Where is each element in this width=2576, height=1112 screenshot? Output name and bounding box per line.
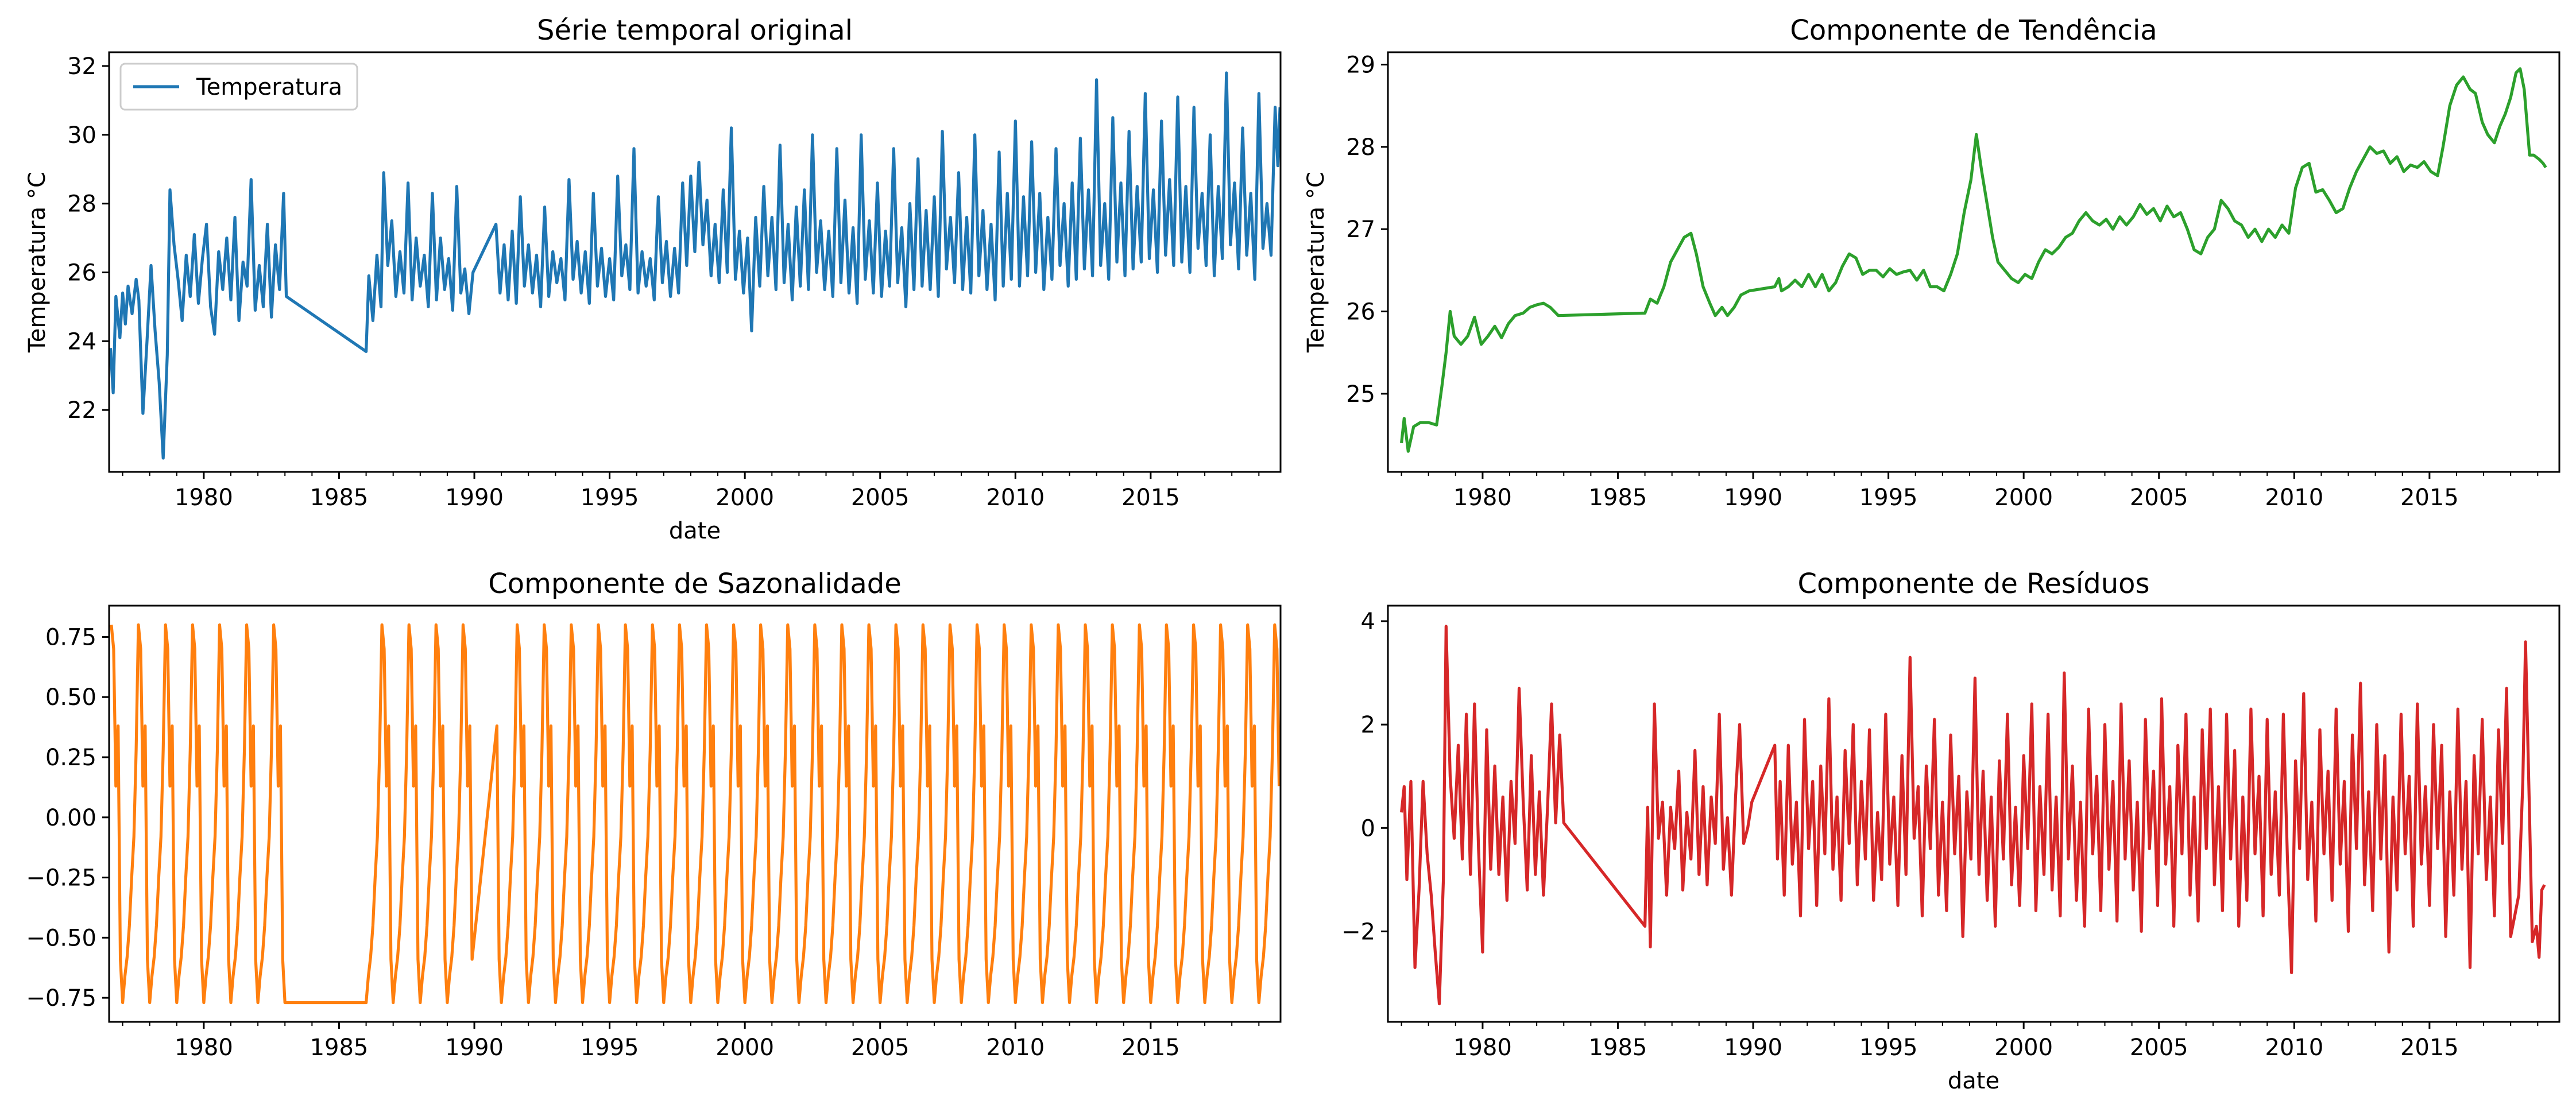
- x-tick-label: 1995: [581, 1034, 639, 1061]
- x-tick-label: 1990: [445, 1034, 504, 1061]
- y-tick-label: 22: [67, 397, 96, 424]
- x-tick-label: 2015: [2400, 1034, 2459, 1061]
- x-tick-label: 2000: [1994, 485, 2053, 511]
- x-tick-label: 1990: [445, 485, 504, 511]
- x-tick-label: 2005: [2130, 485, 2188, 511]
- x-tick-label: 2010: [2265, 485, 2323, 511]
- plot-frame: [108, 605, 1282, 1023]
- y-tick-label: 28: [1346, 134, 1375, 161]
- x-axis-label: date: [1948, 1068, 1999, 1094]
- x-tick-label: 2005: [2130, 1034, 2188, 1061]
- y-tick-label: 28: [67, 191, 96, 218]
- x-tick-label: 2010: [986, 485, 1045, 511]
- y-tick-label: 0.00: [45, 805, 96, 831]
- y-tick-label: 25: [1346, 381, 1375, 408]
- chart-panel-2: Componente de Tendência Temperatura °C 25 2…: [1303, 14, 2560, 511]
- chart-title: Série temporal original: [537, 14, 853, 47]
- y-tick-label: 0.50: [45, 684, 96, 711]
- x-tick-label: 2000: [715, 485, 774, 511]
- chart-panel-1: Série temporal original Temperatura °C dat…: [24, 14, 1282, 544]
- plot-frame: [108, 51, 1282, 473]
- x-tick-label: 2015: [2400, 485, 2459, 511]
- x-tick-label: 1980: [175, 1034, 233, 1061]
- series-line: [1400, 67, 2547, 453]
- y-tick-label: 27: [1346, 216, 1375, 243]
- x-tick-label: 1980: [1453, 1034, 1512, 1061]
- y-axis-label: Temperatura °C: [1303, 172, 1329, 353]
- x-tick-label: 2015: [1121, 485, 1180, 511]
- chart-panel-4: Componente de Resíduos date −2 0 2 4 1980 1985 1…: [1341, 568, 2560, 1094]
- legend: Temperatura: [119, 63, 358, 111]
- y-axis-label: Temperatura °C: [24, 172, 51, 353]
- x-tick-label: 2005: [851, 1034, 910, 1061]
- y-tick-label: 32: [67, 53, 96, 80]
- series-line: [110, 623, 1281, 1005]
- x-tick-label: 1995: [1859, 1034, 1918, 1061]
- x-tick-label: 1995: [1859, 485, 1918, 511]
- chart-title: Componente de Tendência: [1790, 14, 2157, 47]
- chart-title: Componente de Sazonalidade: [488, 568, 902, 600]
- x-tick-label: 1995: [581, 485, 639, 511]
- x-tick-label: 1980: [1453, 485, 1512, 511]
- y-tick-label: 24: [67, 328, 96, 355]
- y-tick-label: −0.25: [26, 865, 96, 892]
- series-line: [1400, 625, 2546, 1006]
- x-tick-label: 2000: [1994, 1034, 2053, 1061]
- chart-title: Componente de Resíduos: [1797, 568, 2149, 600]
- y-tick-label: −2: [1341, 919, 1375, 945]
- x-tick-label: 1985: [1589, 485, 1647, 511]
- x-tick-label: 1985: [310, 1034, 369, 1061]
- x-tick-label: 1990: [1724, 485, 1782, 511]
- y-tick-label: −0.75: [26, 985, 96, 1012]
- y-tick-label: −0.50: [26, 925, 96, 951]
- x-axis-label: date: [669, 518, 721, 544]
- y-tick-label: 2: [1361, 712, 1375, 738]
- y-tick-label: 0: [1361, 815, 1375, 842]
- plot-frame: [1387, 51, 2560, 473]
- y-tick-label: 26: [1346, 299, 1375, 326]
- y-tick-label: 0.25: [45, 745, 96, 771]
- x-tick-label: 1985: [310, 485, 369, 511]
- x-tick-label: 2010: [986, 1034, 1045, 1061]
- x-tick-label: 1985: [1589, 1034, 1647, 1061]
- chart-panel-3: Componente de Sazonalidade −0.75 −0.50 −0.2…: [26, 568, 1282, 1061]
- plot-frame: [1387, 605, 2560, 1023]
- x-tick-label: 2005: [851, 485, 910, 511]
- series-line-temperatura: [109, 71, 1281, 460]
- x-tick-label: 1990: [1724, 1034, 1782, 1061]
- y-tick-label: 0.75: [45, 624, 96, 650]
- x-tick-label: 2000: [715, 1034, 774, 1061]
- x-tick-label: 2010: [2265, 1034, 2323, 1061]
- x-tick-label: 1980: [175, 485, 233, 511]
- x-tick-label: 2015: [1121, 1034, 1180, 1061]
- y-tick-label: 4: [1361, 609, 1375, 635]
- y-tick-label: 29: [1346, 52, 1375, 79]
- y-tick-label: 26: [67, 259, 96, 286]
- legend-label: Temperatura: [196, 74, 342, 100]
- y-tick-label: 30: [67, 122, 96, 149]
